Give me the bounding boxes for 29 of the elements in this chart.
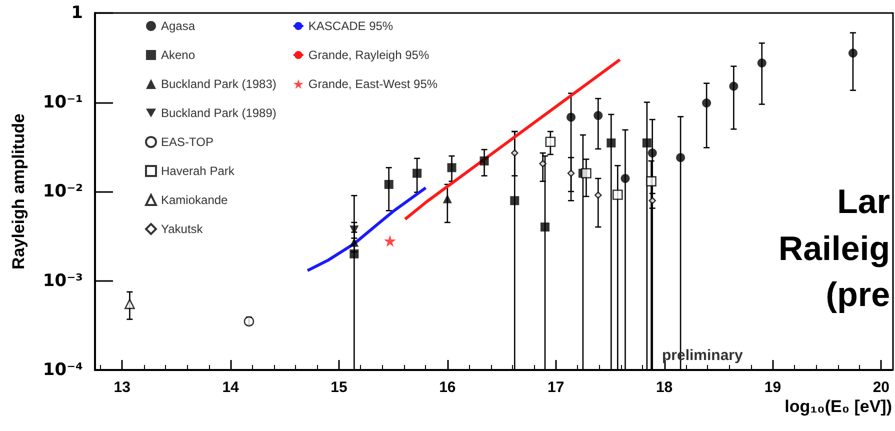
y-tick-label: 10⁻⁴: [42, 360, 83, 380]
legend-label: Haverah Park: [161, 164, 236, 178]
legend-label: EAS-TOP: [161, 135, 214, 149]
legend-label: Buckland Park (1983): [161, 77, 276, 91]
y-axis-title: Rayleigh amplitude: [9, 114, 28, 270]
x-tick-label: 16: [439, 379, 456, 396]
legend-label: Grande, Rayleigh 95%: [308, 48, 430, 62]
x-tick-label: 17: [548, 379, 564, 396]
legend-label: Akeno: [161, 48, 196, 62]
x-tick-label: 20: [872, 379, 890, 396]
x-axis-title: log₁₀(E₀ [eV]): [784, 397, 892, 416]
legend-label: KASCADE 95%: [308, 19, 394, 33]
x-tick-label: 14: [222, 379, 240, 396]
annotation: (pre: [826, 276, 890, 314]
annotation: Raileig: [778, 230, 890, 268]
y-tick-label: 1: [71, 3, 83, 23]
legend-label: Agasa: [161, 19, 196, 33]
x-tick-label: 15: [330, 379, 348, 396]
annotation: Lar: [837, 183, 890, 221]
x-tick-label: 18: [656, 379, 673, 396]
y-tick-label: 10⁻¹: [42, 92, 83, 112]
legend-label: Buckland Park (1989): [161, 106, 276, 120]
legend-label: Yakutsk: [161, 222, 204, 236]
y-tick-label: 10⁻³: [42, 270, 83, 291]
x-tick-label: 19: [764, 379, 782, 396]
x-tick-label: 13: [114, 379, 130, 396]
y-tick-label: 10⁻²: [42, 182, 83, 202]
legend-label: Grande, East-West 95%: [308, 77, 438, 91]
legend-label: Kamiokande: [161, 193, 228, 207]
